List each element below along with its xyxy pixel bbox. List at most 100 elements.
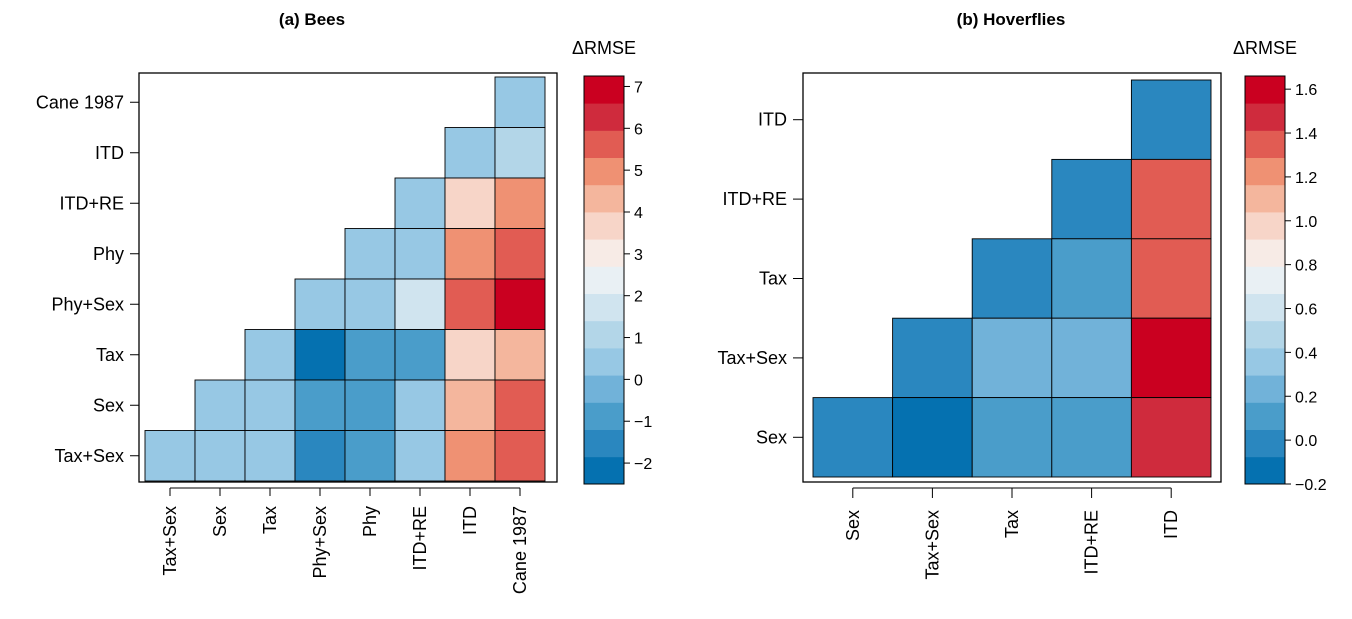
heatmap-cell xyxy=(144,430,196,482)
heatmap-cell xyxy=(444,127,496,179)
colorbar: −2 −1 0 1 2 3 4 5 6 7 xyxy=(583,75,652,485)
colorbar-swatch xyxy=(1245,320,1285,349)
y-tick-label: Tax+Sex xyxy=(717,348,787,368)
colorbar-swatch xyxy=(1245,348,1285,376)
heatmap-cell xyxy=(892,317,973,399)
y-tick-label: Phy+Sex xyxy=(51,294,124,314)
heatmap-cell xyxy=(394,329,446,381)
x-tick-label: Cane 1987 xyxy=(510,506,530,594)
heatmap-cell xyxy=(294,278,346,330)
colorbar-swatch xyxy=(1245,157,1285,186)
heatmap-cell xyxy=(194,379,246,431)
heatmap-cell xyxy=(494,127,546,179)
heatmap-cell xyxy=(1130,238,1212,319)
x-tick-label: Tax xyxy=(260,506,280,534)
heatmap-cell xyxy=(394,379,446,431)
heatmap-cell xyxy=(971,238,1053,319)
heatmap-cell xyxy=(494,177,546,229)
heatmap-cell xyxy=(1051,317,1132,399)
colorbar-tick-label: −2 xyxy=(634,456,652,473)
heatmap-cell xyxy=(971,397,1053,478)
heatmap-cell xyxy=(892,397,973,478)
heatmap-cell xyxy=(444,329,496,381)
colorbar-title: ΔRMSE xyxy=(572,38,636,58)
colorbar-swatch xyxy=(584,212,624,240)
colorbar-tick-label: 6 xyxy=(634,121,643,138)
colorbar-frame xyxy=(583,75,625,485)
y-tick-label: ITD xyxy=(758,110,787,130)
y-tick-label: ITD+RE xyxy=(59,193,124,213)
heatmap-cells xyxy=(144,76,546,482)
colorbar-swatch xyxy=(584,184,624,213)
heatmap-cell xyxy=(1051,158,1132,240)
heatmap-cell xyxy=(394,228,446,280)
colorbar-swatch xyxy=(584,375,624,403)
heatmap-cells xyxy=(812,79,1212,478)
colorbar-swatch xyxy=(584,76,624,104)
x-tick-label: Phy+Sex xyxy=(310,506,330,579)
heatmap-cell xyxy=(194,430,246,482)
heatmap-cell xyxy=(394,430,446,482)
heatmap-cell xyxy=(444,379,496,431)
colorbar-swatch xyxy=(1245,429,1285,458)
colorbar-tick-label: 0.6 xyxy=(1295,302,1317,319)
colorbar-swatch xyxy=(584,456,624,485)
heatmap-cell xyxy=(1051,397,1132,478)
x-tick-label: Tax xyxy=(1002,510,1022,538)
y-tick-label: Cane 1987 xyxy=(36,92,124,112)
heatmap-cell xyxy=(344,329,396,381)
colorbar-swatch xyxy=(1245,266,1285,294)
panel-title: (b) Hoverflies xyxy=(957,10,1066,29)
y-axis: ITD ITD+RE Tax Tax+Sex Sex xyxy=(717,110,804,447)
colorbar-swatch xyxy=(1245,184,1285,213)
colorbar-frame xyxy=(1244,75,1286,485)
heatmap-cell xyxy=(244,329,296,381)
y-tick-label: Sex xyxy=(93,395,124,415)
heatmap-cell xyxy=(1130,158,1212,240)
heatmap-cell xyxy=(1130,317,1212,399)
heatmap-cell xyxy=(244,430,296,482)
heatmap-cell xyxy=(1051,238,1132,319)
colorbar-title: ΔRMSE xyxy=(1233,38,1297,58)
colorbar-swatch xyxy=(1245,293,1285,322)
colorbar-swatch xyxy=(584,320,624,349)
heatmap-cell xyxy=(1130,79,1212,160)
colorbar-swatch xyxy=(1245,239,1285,267)
colorbar-swatch xyxy=(584,130,624,158)
heatmap-cell xyxy=(344,379,396,431)
heatmap-cell xyxy=(494,379,546,431)
panel-bees: (a) Bees Cane 1987ITDITD+REPhyPhy+SexTax… xyxy=(36,10,652,594)
colorbar-tick-label: 0.8 xyxy=(1295,258,1317,275)
heatmap-cell xyxy=(244,379,296,431)
heatmap-cell xyxy=(812,397,894,478)
y-tick-label: Tax xyxy=(96,345,124,365)
heatmap-cell xyxy=(344,430,396,482)
x-tick-label: ITD+RE xyxy=(410,506,430,571)
heatmap-cell xyxy=(494,278,546,330)
colorbar-tick-label: 0.4 xyxy=(1295,345,1317,362)
heatmap-cell xyxy=(971,317,1053,399)
x-tick-label: Sex xyxy=(210,506,230,537)
colorbar-swatch xyxy=(1245,103,1285,131)
y-tick-label: ITD xyxy=(95,143,124,163)
colorbar-swatch xyxy=(1245,456,1285,485)
colorbar-swatch xyxy=(584,348,624,376)
colorbar: −0.2 0.0 0.2 0.4 0.6 0.8 1.0 1.2 1.4 1.6 xyxy=(1244,75,1327,494)
colorbar-swatch xyxy=(584,293,624,322)
colorbar-tick-label: 4 xyxy=(634,205,643,222)
heatmap-cell xyxy=(444,430,496,482)
heatmap-cell xyxy=(1130,397,1212,478)
colorbar-swatch xyxy=(1245,375,1285,403)
x-tick-label: Tax+Sex xyxy=(922,510,942,580)
y-axis: Cane 1987 ITD ITD+RE Phy Phy+Sex Tax Sex Tax+Se… xyxy=(36,92,140,466)
colorbar-swatch xyxy=(584,266,624,294)
x-tick-label: ITD+RE xyxy=(1082,510,1102,575)
colorbar-tick-label: 0 xyxy=(634,372,643,389)
heatmap-cell xyxy=(344,278,396,330)
heatmap-cell xyxy=(494,228,546,280)
panel-hoverflies: (b) Hoverflies ITD ITD+RE Tax Tax+Sex Sex Se… xyxy=(717,10,1326,580)
y-tick-label: Tax xyxy=(759,269,787,289)
colorbar-tick-label: 1.4 xyxy=(1295,126,1317,143)
colorbar-swatch xyxy=(584,103,624,131)
